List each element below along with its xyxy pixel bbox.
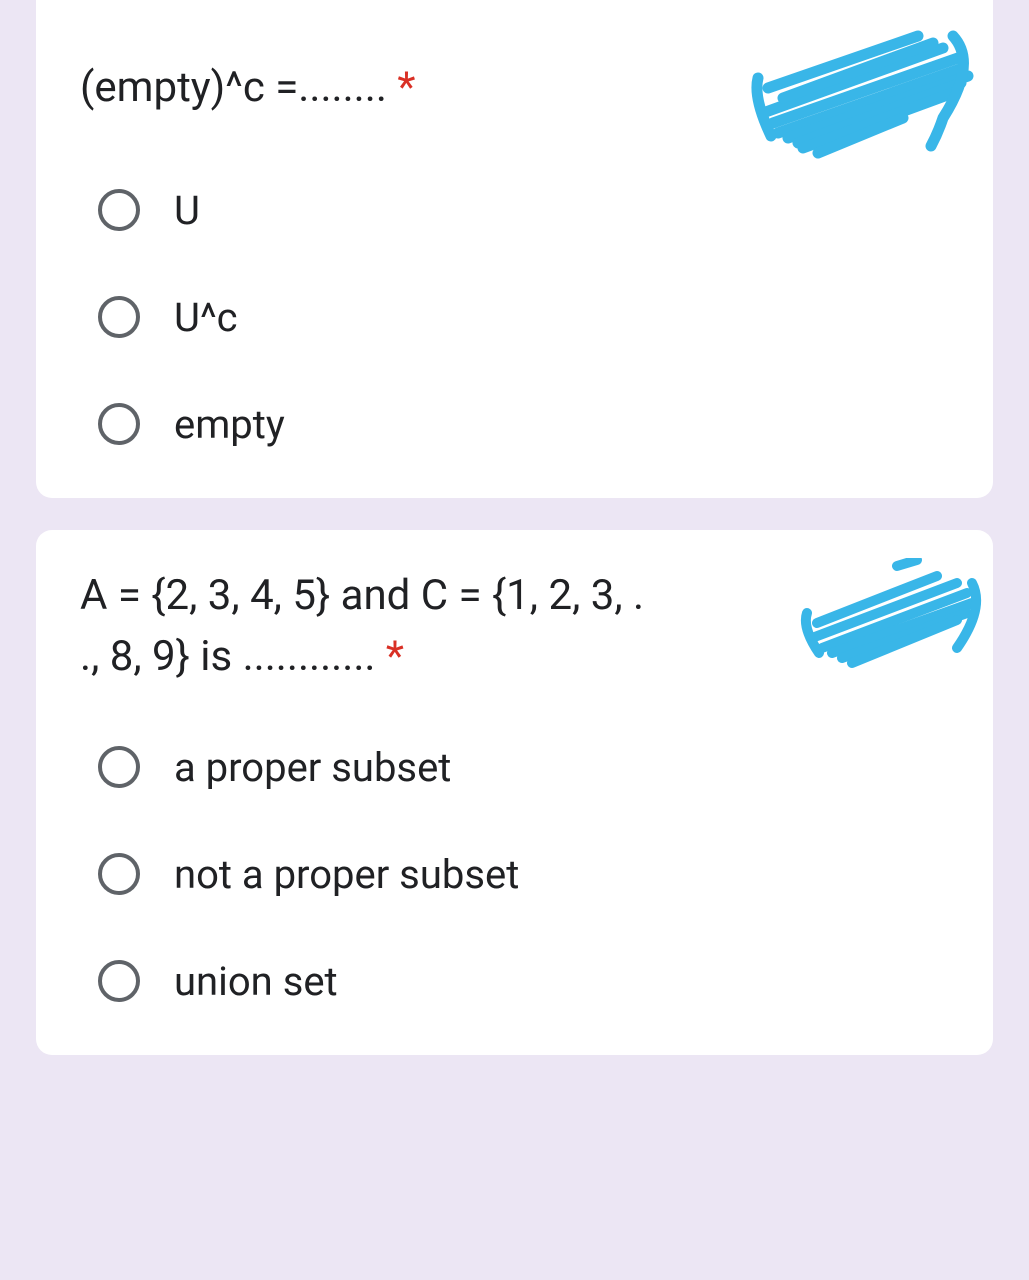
radio-circle-icon bbox=[98, 296, 140, 338]
required-asterisk: * bbox=[386, 632, 404, 681]
option-label: not a proper subset bbox=[174, 851, 519, 898]
radio-option[interactable]: empty bbox=[98, 401, 949, 448]
radio-circle-icon bbox=[98, 960, 140, 1002]
radio-circle-icon bbox=[98, 403, 140, 445]
required-asterisk: * bbox=[397, 63, 415, 112]
options-group: U U^c empty bbox=[80, 187, 949, 448]
question-text-line1: A = {2, 3, 4, 5} and C = {1, 2, 3, . bbox=[80, 571, 644, 620]
radio-option[interactable]: U^c bbox=[98, 294, 949, 341]
option-label: union set bbox=[174, 958, 338, 1005]
radio-option[interactable]: not a proper subset bbox=[98, 851, 949, 898]
radio-circle-icon bbox=[98, 853, 140, 895]
option-label: U^c bbox=[174, 294, 238, 341]
question-text-content: (empty)^c =........ bbox=[80, 63, 387, 112]
question-text-line2: ., 8, 9} is ............ bbox=[80, 632, 375, 681]
option-label: empty bbox=[174, 401, 285, 448]
radio-option[interactable]: union set bbox=[98, 958, 949, 1005]
radio-option[interactable]: a proper subset bbox=[98, 744, 949, 791]
question-card: A = {2, 3, 4, 5} and C = {1, 2, 3, . ., … bbox=[36, 530, 993, 1055]
annotation-scribble bbox=[797, 558, 987, 678]
option-label: a proper subset bbox=[174, 744, 451, 791]
radio-circle-icon bbox=[98, 189, 140, 231]
options-group: a proper subset not a proper subset unio… bbox=[80, 744, 949, 1005]
radio-option[interactable]: U bbox=[98, 187, 949, 234]
option-label: U bbox=[174, 187, 200, 234]
question-card: (empty)^c =........ * U U^c empty bbox=[36, 0, 993, 498]
radio-circle-icon bbox=[98, 746, 140, 788]
annotation-scribble bbox=[743, 18, 983, 168]
